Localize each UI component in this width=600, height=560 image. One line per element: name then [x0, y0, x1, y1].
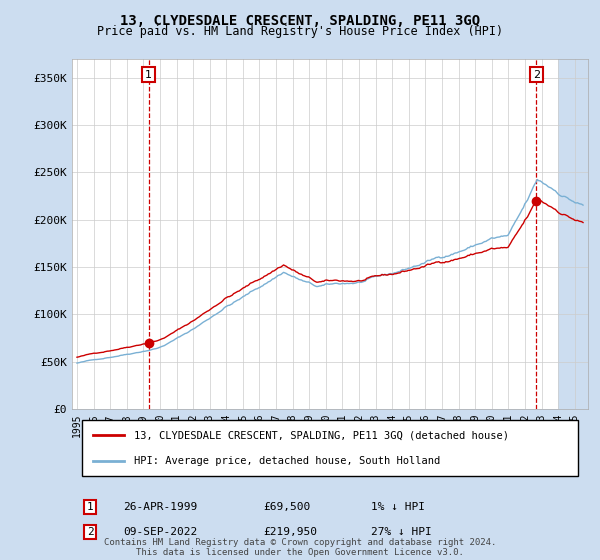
Text: 1: 1 [145, 69, 152, 80]
Text: Price paid vs. HM Land Registry's House Price Index (HPI): Price paid vs. HM Land Registry's House … [97, 25, 503, 38]
Bar [558, 59, 600, 409]
Text: Contains HM Land Registry data © Crown copyright and database right 2024.
This d: Contains HM Land Registry data © Crown c… [104, 538, 496, 557]
Text: 13, CLYDESDALE CRESCENT, SPALDING, PE11 3GQ (detached house): 13, CLYDESDALE CRESCENT, SPALDING, PE11 … [134, 430, 509, 440]
Text: 13, CLYDESDALE CRESCENT, SPALDING, PE11 3GQ: 13, CLYDESDALE CRESCENT, SPALDING, PE11 … [120, 14, 480, 28]
FancyBboxPatch shape [82, 420, 578, 476]
Text: £219,950: £219,950 [263, 527, 317, 537]
Text: HPI: Average price, detached house, South Holland: HPI: Average price, detached house, Sout… [134, 456, 440, 466]
Text: £69,500: £69,500 [263, 502, 310, 512]
Text: 27% ↓ HPI: 27% ↓ HPI [371, 527, 432, 537]
Text: 09-SEP-2022: 09-SEP-2022 [124, 527, 198, 537]
Text: 1: 1 [86, 502, 94, 512]
Text: 26-APR-1999: 26-APR-1999 [124, 502, 198, 512]
Text: 1% ↓ HPI: 1% ↓ HPI [371, 502, 425, 512]
Text: 2: 2 [86, 527, 94, 537]
Text: 2: 2 [533, 69, 540, 80]
